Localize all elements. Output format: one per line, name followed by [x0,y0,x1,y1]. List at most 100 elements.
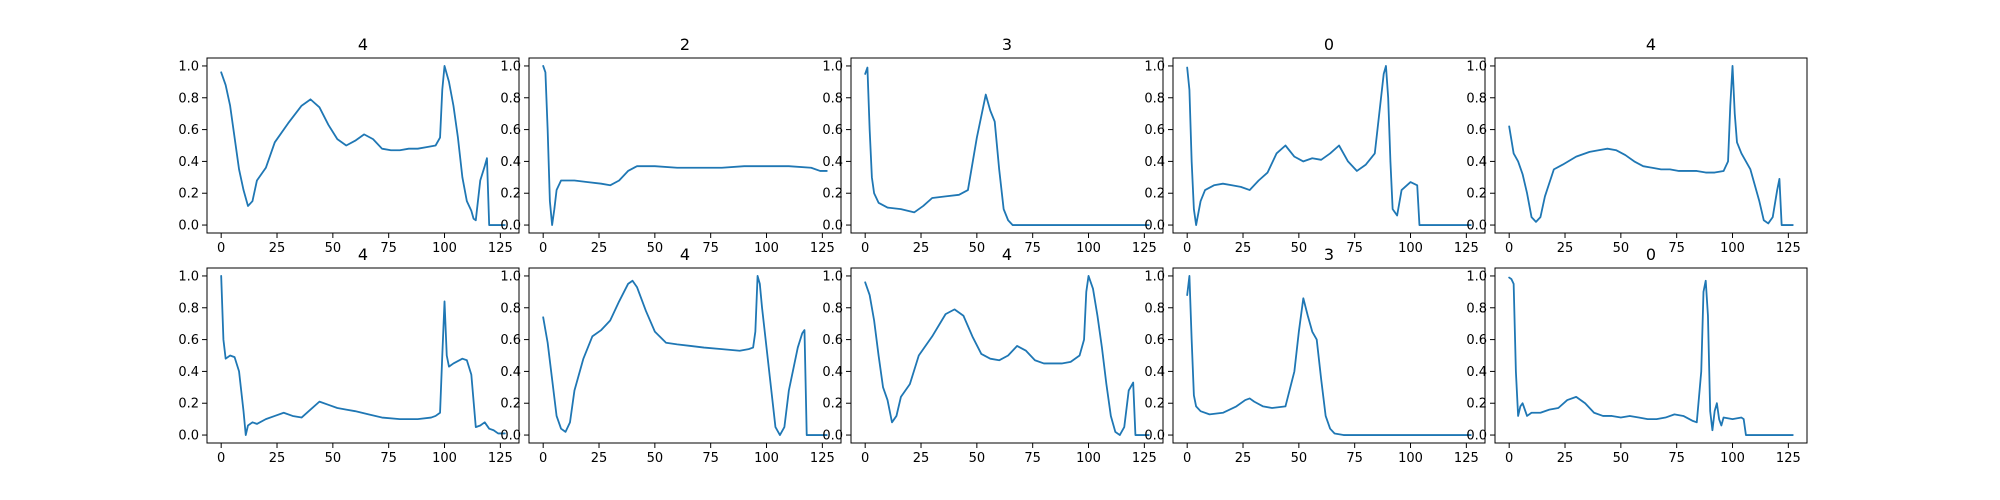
y-tick-label: 0.6 [1466,123,1487,138]
subplot-9: 0 25 50 75 100 125 0.0 0.2 0.4 0.6 0.8 1.0 3 [1144,245,1486,466]
subplot-3: 0 25 50 75 100 125 0.0 0.2 0.4 0.6 0.8 1.0 3 [822,35,1164,256]
y-tick-label: 0.2 [1466,397,1487,412]
x-tick-label: 75 [380,241,397,256]
y-tick-label: 0.4 [822,365,843,380]
x-tick-label: 75 [702,451,719,466]
x-tick-label: 100 [1398,451,1423,466]
x-tick-label: 0 [1183,451,1191,466]
subplot-4: 0 25 50 75 100 125 0.0 0.2 0.4 0.6 0.8 1.0 0 [1144,35,1486,256]
y-tick-label: 0.4 [500,155,521,170]
x-tick-label: 100 [432,451,457,466]
axes-frame [1494,57,1808,234]
y-tick-label: 1.0 [1466,59,1487,74]
axes-frame [206,267,520,444]
y-tick-label: 0.4 [1466,365,1487,380]
x-tick-label: 25 [1557,451,1574,466]
series-line [542,65,828,226]
axes-frame [850,57,1164,234]
y-tick-label: 0.0 [1466,219,1487,234]
x-tick-label: 50 [325,241,342,256]
y-tick-label: 0.6 [1144,333,1165,348]
x-tick-label: 100 [432,241,457,256]
series-line [1186,65,1472,226]
series-line [1508,276,1794,436]
y-tick-label: 1.0 [178,59,199,74]
subplot-title: 4 [680,245,690,264]
x-tick-label: 100 [754,241,779,256]
y-tick-label: 0.6 [178,333,199,348]
y-tick-label: 0.0 [1466,429,1487,444]
y-tick-label: 0.4 [500,365,521,380]
subplot-title: 0 [1324,35,1334,54]
x-tick-label: 75 [702,241,719,256]
y-tick-label: 0.8 [1144,91,1165,106]
series-line [1508,65,1794,226]
x-tick-label: 0 [217,241,225,256]
x-tick-label: 125 [810,451,835,466]
y-tick-label: 1.0 [822,269,843,284]
y-tick-label: 0.4 [1144,365,1165,380]
x-tick-label: 100 [1076,241,1101,256]
x-tick-label: 125 [488,241,513,256]
x-tick-label: 25 [913,241,930,256]
y-tick-label: 0.0 [1144,219,1165,234]
x-tick-label: 50 [647,241,664,256]
subplot-title: 4 [358,35,368,54]
x-tick-label: 50 [1613,451,1630,466]
y-tick-label: 0.4 [178,155,199,170]
y-tick-label: 1.0 [500,269,521,284]
subplot-title: 3 [1324,245,1334,264]
series-line [864,66,1150,226]
x-tick-label: 125 [1132,451,1157,466]
y-tick-label: 0.0 [178,219,199,234]
axes-frame [1494,267,1808,444]
x-tick-label: 50 [969,451,986,466]
y-tick-label: 0.8 [1466,91,1487,106]
y-tick-label: 0.0 [1144,429,1165,444]
series-line [542,275,828,436]
y-tick-label: 0.6 [178,123,199,138]
x-tick-label: 125 [1776,241,1801,256]
y-tick-label: 0.8 [822,301,843,316]
x-tick-label: 25 [269,451,286,466]
x-tick-label: 0 [861,451,869,466]
x-tick-label: 125 [1454,451,1479,466]
y-tick-label: 0.8 [1144,301,1165,316]
subplot-title: 2 [680,35,690,54]
y-tick-label: 0.4 [1144,155,1165,170]
y-tick-label: 1.0 [1144,269,1165,284]
y-tick-label: 0.2 [178,397,199,412]
y-tick-label: 0.2 [1466,187,1487,202]
x-tick-label: 0 [217,451,225,466]
x-tick-label: 125 [1454,241,1479,256]
x-tick-label: 125 [1776,451,1801,466]
x-tick-label: 50 [1291,241,1308,256]
y-tick-label: 0.2 [500,397,521,412]
y-tick-label: 0.4 [1466,155,1487,170]
y-tick-label: 0.2 [500,187,521,202]
x-tick-label: 0 [1183,241,1191,256]
x-tick-label: 50 [969,241,986,256]
x-tick-label: 25 [913,451,930,466]
series-line [864,275,1150,436]
subplot-title: 3 [1002,35,1012,54]
y-tick-label: 0.8 [822,91,843,106]
y-tick-label: 1.0 [178,269,199,284]
x-tick-label: 50 [325,451,342,466]
y-tick-label: 0.8 [500,91,521,106]
x-tick-label: 100 [1076,451,1101,466]
x-tick-label: 100 [1720,451,1745,466]
axes-frame [1172,267,1486,444]
series-line [220,275,506,436]
x-tick-label: 25 [1557,241,1574,256]
x-tick-label: 125 [810,241,835,256]
x-tick-label: 0 [1505,241,1513,256]
y-tick-label: 0.0 [822,219,843,234]
y-tick-label: 0.6 [1144,123,1165,138]
y-tick-label: 0.8 [1466,301,1487,316]
x-tick-label: 50 [1291,451,1308,466]
series-line [220,65,506,226]
x-tick-label: 100 [1720,241,1745,256]
axes-frame [528,267,842,444]
